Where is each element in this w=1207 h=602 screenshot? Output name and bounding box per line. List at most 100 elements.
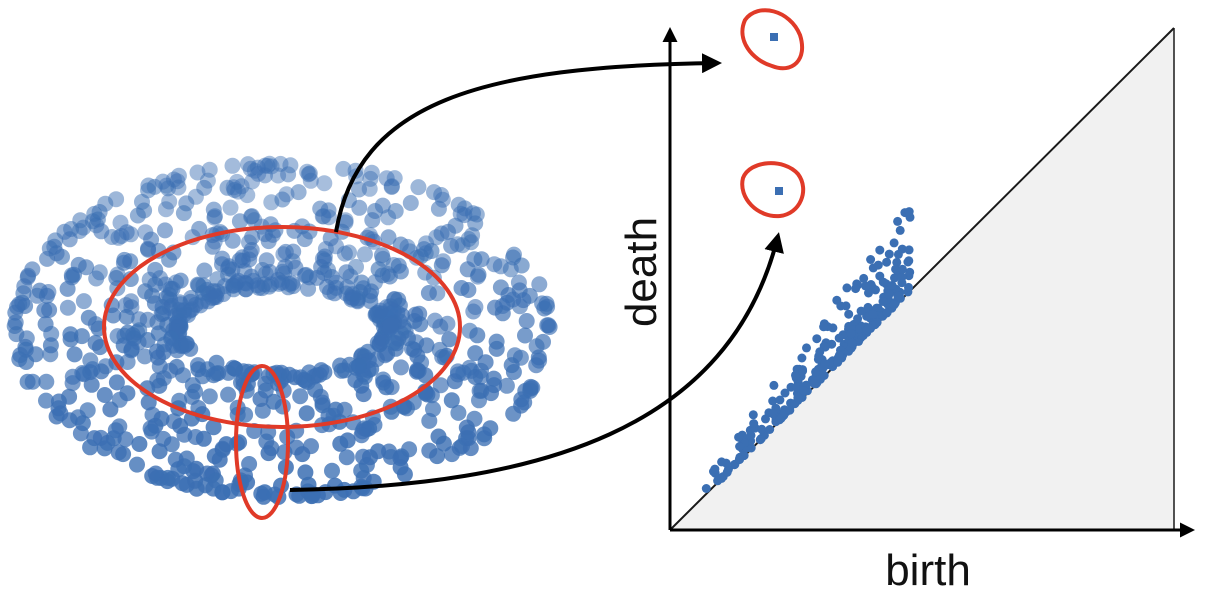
torus-point xyxy=(332,435,349,452)
torus-point xyxy=(494,305,511,322)
torus-point xyxy=(298,405,315,422)
torus-point xyxy=(214,256,230,273)
persistent-feature-mid xyxy=(740,161,806,219)
torus-point xyxy=(429,448,446,465)
torus-point xyxy=(78,259,95,276)
torus-point xyxy=(129,456,145,473)
torus-point xyxy=(147,465,164,482)
torus-point xyxy=(281,366,298,383)
torus-point xyxy=(136,348,153,365)
torus-point xyxy=(249,159,266,176)
persistence-point xyxy=(903,257,913,267)
torus-point xyxy=(407,306,424,323)
persistence-point xyxy=(889,238,899,248)
torus-point xyxy=(476,426,493,443)
persistence-point xyxy=(878,277,888,287)
torus-point xyxy=(244,173,261,190)
minor-loop-arrow xyxy=(289,232,784,492)
persistence-point xyxy=(802,343,811,353)
torus-point xyxy=(313,362,330,379)
torus-point xyxy=(197,477,214,494)
torus-point xyxy=(351,181,367,198)
torus-point xyxy=(158,201,174,218)
torus-point xyxy=(24,261,41,278)
torus-point xyxy=(36,302,53,319)
torus-point xyxy=(280,166,297,183)
torus-point xyxy=(92,339,108,356)
torus-point xyxy=(171,392,188,409)
torus-point xyxy=(270,167,287,184)
torus-point xyxy=(191,220,208,237)
torus-point xyxy=(498,377,515,394)
torus-point xyxy=(430,428,447,445)
persistence-point xyxy=(844,309,854,319)
torus-point xyxy=(430,200,447,217)
torus-point xyxy=(18,330,35,347)
torus-point xyxy=(316,265,333,281)
torus-point xyxy=(399,238,416,255)
persistence-point xyxy=(875,245,885,255)
torus-point xyxy=(167,451,184,468)
persistence-point xyxy=(878,297,888,306)
torus-point xyxy=(316,175,333,192)
torus-point xyxy=(39,250,56,267)
major-loop-arrow xyxy=(334,53,722,233)
torus-point xyxy=(316,248,333,265)
torus-point xyxy=(443,392,460,409)
torus-point xyxy=(143,423,160,440)
x-axis-label: birth xyxy=(885,546,971,595)
torus-point xyxy=(155,430,172,447)
torus-point xyxy=(347,372,364,389)
torus-point xyxy=(218,436,235,453)
torus-point xyxy=(241,456,258,472)
torus-point xyxy=(38,373,55,390)
torus-point xyxy=(105,307,122,324)
torus-point xyxy=(184,388,200,405)
torus-point xyxy=(92,429,109,446)
torus-point xyxy=(146,178,163,195)
persistent-feature-high-point xyxy=(770,33,778,41)
persistence-point xyxy=(841,301,851,311)
torus-point xyxy=(375,374,392,391)
torus-point xyxy=(115,254,132,271)
torus-point xyxy=(432,377,449,394)
torus-point xyxy=(328,238,344,255)
torus-point xyxy=(326,285,343,302)
torus-point xyxy=(467,299,484,315)
torus-point xyxy=(112,214,129,231)
persistence-point xyxy=(905,267,915,277)
persistence-point xyxy=(793,393,803,403)
torus-point xyxy=(97,358,114,375)
torus-point xyxy=(338,449,355,466)
persistence-point xyxy=(785,405,795,415)
persistence-point xyxy=(887,281,897,290)
torus-point xyxy=(470,266,487,283)
torus-point xyxy=(522,380,539,397)
torus-point xyxy=(374,197,391,214)
torus-point xyxy=(172,418,189,434)
torus-point xyxy=(439,315,456,332)
torus-point xyxy=(338,264,355,281)
torus-point xyxy=(205,201,222,218)
persistence-point xyxy=(864,323,874,333)
torus-point xyxy=(531,276,548,293)
torus-point xyxy=(170,167,187,184)
torus-point xyxy=(433,187,450,203)
torus-point xyxy=(151,443,168,460)
persistence-point xyxy=(769,380,779,390)
persistence-point xyxy=(864,288,873,298)
torus-point xyxy=(467,369,484,385)
torus-point xyxy=(272,155,289,172)
torus-point xyxy=(492,279,509,296)
persistence-point xyxy=(717,457,727,467)
torus-point xyxy=(401,441,418,458)
torus-point xyxy=(170,179,187,196)
torus-point xyxy=(353,462,370,479)
torus-point xyxy=(399,400,415,417)
torus-point xyxy=(434,349,451,365)
torus-point xyxy=(175,205,192,222)
torus-point xyxy=(97,195,114,212)
torus-point xyxy=(355,386,372,403)
persistence-point xyxy=(873,260,883,270)
torus-point xyxy=(199,172,216,189)
